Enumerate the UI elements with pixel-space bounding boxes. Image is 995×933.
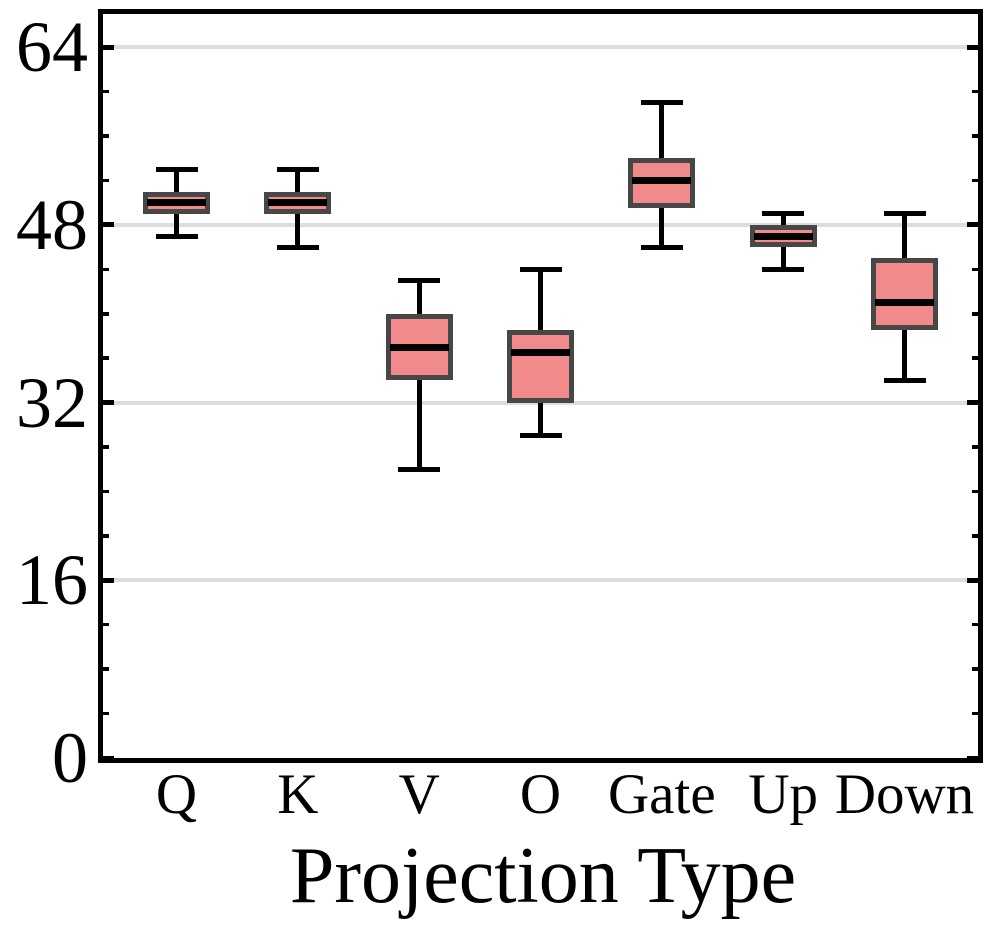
- y-tick-right-28: [972, 445, 978, 449]
- whisker-cap-bottom-Down: [883, 377, 926, 383]
- y-tick-right-64: [967, 44, 978, 50]
- x-tick-label-O: O: [519, 763, 562, 826]
- y-tick-left-8: [103, 667, 109, 671]
- y-tick-left-4: [103, 711, 109, 716]
- median-Gate: [632, 177, 692, 185]
- whisker-cap-top-V: [398, 278, 441, 283]
- y-tick-left-28: [103, 445, 109, 449]
- y-tick-label-32: 32: [16, 362, 88, 443]
- y-tick-right-16: [967, 577, 978, 583]
- whisker-cap-top-Q: [155, 166, 198, 172]
- x-tick-label-V: V: [398, 763, 440, 826]
- y-tick-left-20: [103, 534, 109, 538]
- whisker-cap-top-Down: [883, 211, 926, 217]
- y-tick-left-60: [103, 89, 109, 94]
- y-tick-left-44: [103, 267, 109, 272]
- y-tick-left-0: [103, 755, 114, 758]
- x-axis-title: Projection Type: [289, 832, 797, 920]
- y-tick-left-24: [103, 489, 109, 494]
- box-O: [507, 330, 574, 403]
- y-tick-right-24: [972, 489, 978, 494]
- y-tick-right-56: [972, 134, 978, 138]
- y-tick-left-40: [103, 312, 109, 316]
- y-tick-right-0: [967, 755, 978, 758]
- y-tick-left-32: [103, 400, 114, 406]
- y-tick-right-40: [972, 312, 978, 316]
- y-tick-label-64: 64: [16, 7, 88, 88]
- median-K: [268, 199, 328, 207]
- y-tick-right-52: [972, 178, 978, 183]
- whisker-cap-top-K: [276, 166, 319, 172]
- y-tick-right-44: [972, 267, 978, 272]
- x-tick-label-Up: Up: [748, 763, 818, 826]
- whisker-cap-bottom-Q: [155, 233, 198, 239]
- y-tick-right-20: [972, 534, 978, 538]
- whisker-cap-top-Gate: [640, 100, 683, 106]
- y-tick-label-0: 0: [52, 718, 88, 798]
- y-tick-right-12: [972, 622, 978, 627]
- gridline-y48: [103, 222, 978, 227]
- y-tick-label-16: 16: [16, 540, 88, 621]
- y-tick-right-60: [972, 89, 978, 94]
- whisker-cap-bottom-K: [276, 244, 319, 250]
- x-tick-label-Q: Q: [155, 763, 198, 826]
- y-tick-left-64: [103, 44, 114, 50]
- y-tick-left-12: [103, 622, 109, 627]
- x-tick-label-Gate: Gate: [608, 763, 716, 826]
- gridline-y16: [103, 578, 978, 583]
- y-tick-right-8: [972, 667, 978, 671]
- y-tick-right-48: [967, 222, 978, 228]
- median-Up: [753, 232, 813, 240]
- whisker-cap-top-O: [519, 266, 562, 272]
- y-tick-right-32: [967, 400, 978, 406]
- whisker-cap-bottom-Gate: [640, 244, 683, 250]
- whisker-cap-bottom-V: [398, 466, 441, 472]
- x-tick-label-K: K: [277, 763, 319, 826]
- y-tick-right-36: [972, 356, 978, 360]
- median-V: [389, 343, 449, 351]
- whisker-cap-top-Up: [762, 211, 805, 217]
- y-tick-left-16: [103, 577, 114, 583]
- whisker-cap-bottom-O: [519, 433, 562, 439]
- median-Down: [875, 299, 934, 307]
- y-tick-left-56: [103, 134, 109, 138]
- whisker-cap-bottom-Up: [762, 266, 805, 272]
- y-tick-right-4: [972, 711, 978, 716]
- median-O: [511, 349, 570, 357]
- median-Q: [147, 199, 206, 207]
- y-tick-label-48: 48: [16, 184, 88, 265]
- x-tick-label-Down: Down: [834, 763, 975, 826]
- gridline-y64: [103, 45, 978, 50]
- y-tick-left-36: [103, 356, 109, 360]
- y-tick-left-52: [103, 178, 109, 183]
- y-tick-left-48: [103, 222, 114, 228]
- box-Down: [871, 258, 938, 331]
- plot-area: [98, 9, 983, 763]
